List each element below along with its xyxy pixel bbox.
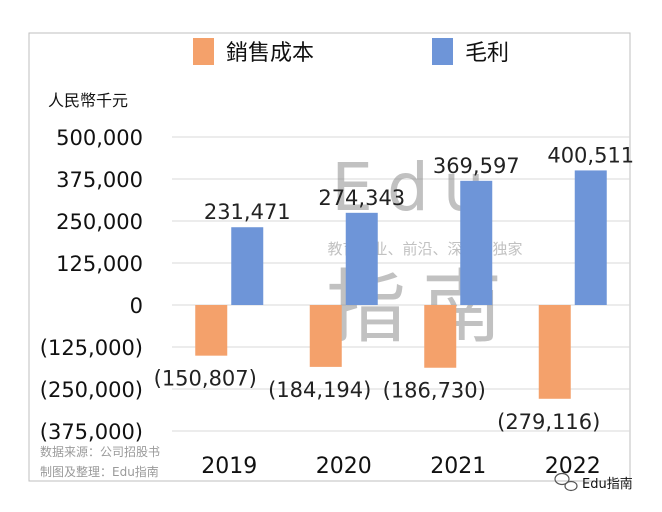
bar-cost-of-sales (424, 305, 457, 368)
legend-label-cost-of-sales: 銷售成本 (226, 41, 314, 66)
bar-cost-of-sales (538, 305, 571, 399)
bars (195, 170, 607, 399)
y-tick-label: 125,000 (56, 252, 143, 276)
legend-swatch-cost-of-sales (193, 38, 214, 65)
y-tick-label: (125,000) (40, 336, 143, 360)
y-axis-ticks: 500,000 375,000 250,000 125,000 0 (125,000) (2… (40, 126, 143, 444)
brand-badge: Edu指南 (554, 472, 633, 492)
y-tick-label: 250,000 (56, 210, 143, 234)
y-tick-label: 0 (130, 294, 143, 318)
legend-label-gross-profit: 毛利 (465, 41, 509, 66)
legend-swatch-gross-profit (432, 38, 453, 65)
y-tick-label: (250,000) (40, 378, 143, 402)
y-tick-label: 500,000 (56, 126, 143, 150)
source-note-line2: 制图及整理：Edu指南 (40, 464, 159, 479)
x-category-label: 2021 (430, 454, 486, 479)
data-label-gross-profit: 274,343 (318, 186, 405, 210)
y-tick-label: (375,000) (40, 420, 143, 444)
source-note-line1: 数据来源：公司招股书 (40, 444, 160, 459)
x-category-label: 2022 (545, 454, 601, 479)
data-label-cost-of-sales: (184,194) (268, 378, 371, 402)
x-category-label: 2020 (316, 454, 372, 479)
legend: 銷售成本 毛利 (193, 38, 509, 66)
bar-gross-profit (574, 170, 607, 305)
bar-gross-profit (460, 180, 493, 305)
unit-label: 人民幣千元 (48, 91, 128, 110)
wechat-icon (554, 472, 578, 492)
x-category-label: 2019 (201, 454, 257, 479)
data-label-gross-profit: 400,511 (547, 143, 634, 167)
chart-frame (28, 32, 631, 482)
x-axis-categories: 2019 2020 2021 2022 (201, 454, 601, 479)
data-label-cost-of-sales: (186,730) (383, 379, 486, 403)
data-label-gross-profit: 231,471 (204, 200, 291, 224)
bar-cost-of-sales (195, 305, 228, 356)
y-tick-label: 375,000 (56, 168, 143, 192)
bar-cost-of-sales (309, 305, 342, 367)
data-label-gross-profit: 369,597 (433, 154, 520, 178)
data-label-cost-of-sales: (150,807) (154, 367, 257, 391)
bar-gross-profit (345, 212, 378, 305)
data-label-cost-of-sales: (279,116) (497, 410, 600, 434)
data-labels: (150,807) 231,471 (184,194) 274,343 (186,730… (154, 143, 635, 433)
bar-gross-profit (231, 227, 264, 305)
brand-text: Edu指南 (582, 476, 633, 492)
